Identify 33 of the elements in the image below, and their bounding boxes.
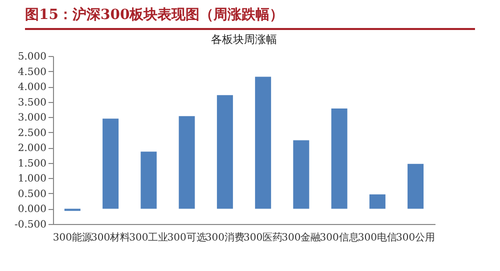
x-tick-label: 300金融: [282, 232, 321, 244]
x-tick-label: 300可选: [167, 232, 206, 244]
x-tick-label: 300材料: [91, 232, 130, 244]
y-tick-label: 5.000: [18, 52, 46, 62]
bar: [293, 140, 310, 209]
chart-subtitle: 各板块周涨幅: [211, 33, 277, 46]
bar: [331, 108, 348, 209]
x-tick-label: 300能源: [52, 232, 92, 244]
bar: [140, 152, 157, 209]
x-tick-label: 300工业: [129, 232, 168, 244]
x-tick-label: 300电信: [358, 232, 397, 244]
y-tick-label: 1.500: [18, 158, 46, 170]
bar: [255, 76, 272, 209]
chart-title: 图15：沪深300板块表现图（周涨跌幅）: [25, 6, 475, 30]
y-tick-label: 4.500: [18, 66, 46, 78]
x-tick-label: 300消费: [205, 232, 244, 244]
x-tick-label: 300公用: [396, 232, 436, 244]
y-tick-label: 3.000: [18, 112, 46, 124]
bar: [408, 164, 424, 209]
y-tick-label: 4.000: [18, 82, 46, 94]
y-tick-label: 2.500: [18, 128, 46, 139]
x-tick-label: 300医药: [244, 232, 283, 244]
bar: [178, 116, 195, 209]
bar: [216, 95, 233, 209]
bar: [369, 194, 386, 209]
y-tick-label: 3.500: [18, 97, 46, 108]
y-tick-label: 0.500: [18, 188, 46, 200]
y-tick-label: -0.500: [14, 220, 46, 230]
y-tick-label: 1.000: [18, 174, 46, 185]
bar: [102, 118, 119, 209]
y-tick-label: 0.000: [18, 204, 46, 216]
y-tick-label: 2.000: [18, 143, 46, 154]
x-tick-label: 300信息: [320, 232, 359, 244]
